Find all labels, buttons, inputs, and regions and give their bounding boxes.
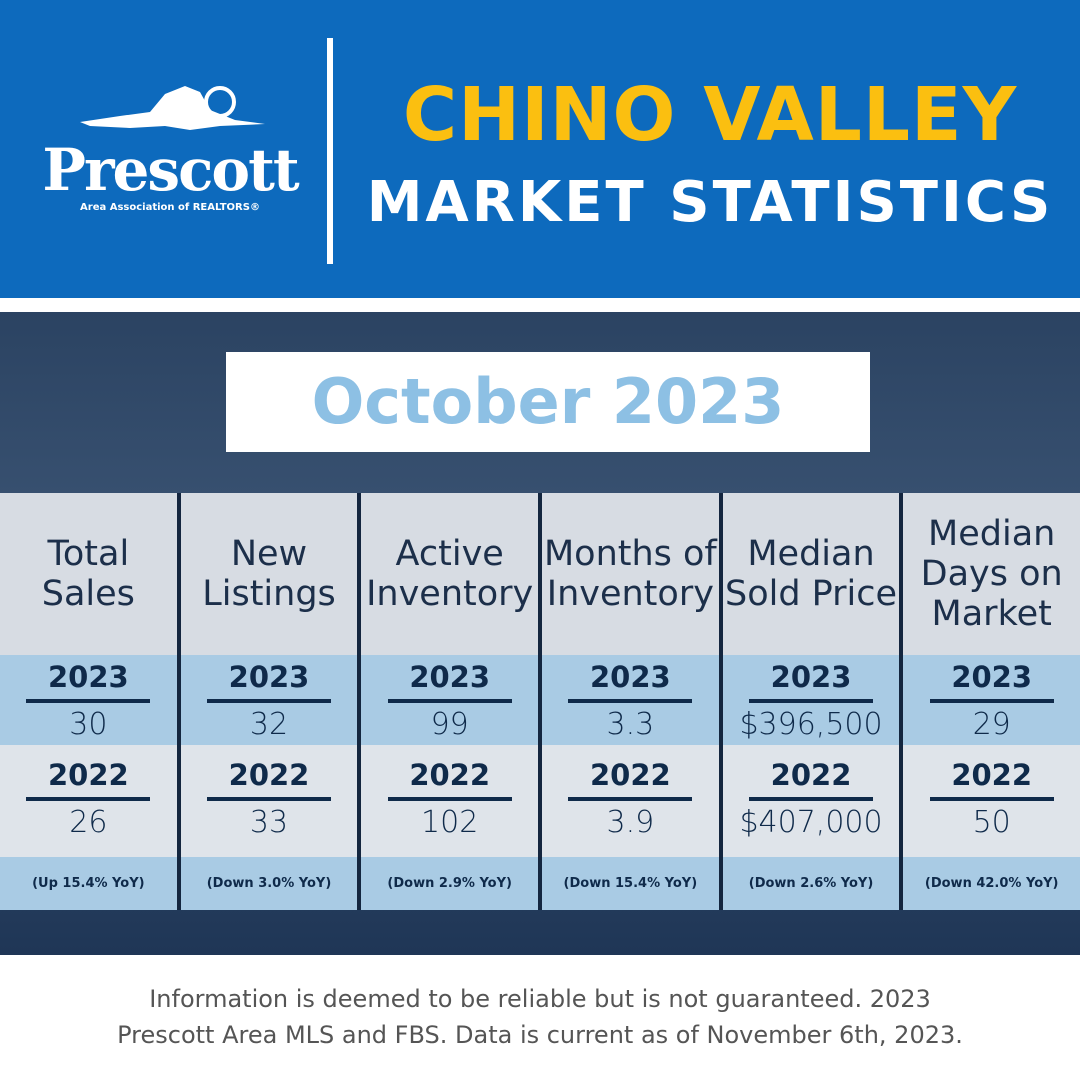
row-2022: 2022 3.9 [542,745,719,857]
stat-label: Median Sold Price [722,493,900,655]
period-label: October 2023 [226,352,870,452]
year-label: 2023 [951,660,1033,694]
value-2023: 30 [69,707,108,742]
year-label: 2022 [770,758,852,792]
row-2023: 2023 30 [0,655,177,745]
mountain-logo-icon [80,86,265,130]
value-2023: 29 [972,707,1011,742]
underline [749,699,874,703]
year-label: 2023 [589,660,671,694]
disclaimer: Information is deemed to be reliable but… [0,955,1080,1080]
underline [26,699,151,703]
disclaimer-line-2: Prescott Area MLS and FBS. Data is curre… [117,1021,963,1049]
logo-wordmark: Prescott [42,136,299,204]
yoy-change: (Down 2.6% YoY) [722,857,900,910]
value-2022: 26 [69,805,108,840]
value-2023: $396,500 [739,707,883,742]
value-2022: 50 [972,805,1011,840]
row-2023: 2023 32 [180,655,358,745]
stat-label: Median Days on Market [903,493,1080,655]
stat-column: Total Sales 2023 30 2022 26 (Up 15.4% YoY) [0,493,177,910]
page-title: CHINO VALLEY [402,72,1018,158]
year-label: 2023 [409,660,491,694]
value-2023: 99 [430,707,469,742]
yoy-change: (Down 3.0% YoY) [180,857,358,910]
year-label: 2022 [228,758,310,792]
stat-column: Active Inventory 2023 99 2022 102 (Down 2.… [361,493,539,910]
year-label: 2022 [409,758,491,792]
stat-column: New Listings 2023 32 2022 33 (Down 3.0% Yo… [180,493,358,910]
yoy-change: (Up 15.4% YoY) [0,857,177,910]
row-2022: 2022 $407,000 [722,745,900,857]
underline [207,699,331,703]
yoy-change: (Down 15.4% YoY) [542,857,719,910]
row-2022: 2022 102 [361,745,539,857]
row-2023: 2023 3.3 [542,655,719,745]
underline [929,699,1054,703]
underline [387,699,512,703]
header-divider [327,38,333,264]
underline [568,699,693,703]
value-2022: 102 [421,805,479,840]
underline [929,797,1054,801]
row-2022: 2022 26 [0,745,177,857]
year-label: 2023 [47,660,129,694]
stat-column: Median Sold Price 2023 $396,500 2022 $407,… [722,493,900,910]
value-2023: 3.3 [606,707,655,742]
disclaimer-line-1: Information is deemed to be reliable but… [149,985,931,1013]
year-label: 2022 [47,758,129,792]
divider-stripe [0,298,1080,312]
stat-label: Total Sales [0,493,177,655]
year-label: 2022 [589,758,671,792]
row-2022: 2022 33 [180,745,358,857]
stat-label: New Listings [180,493,358,655]
row-2023: 2023 29 [903,655,1080,745]
stat-column: Months of Inventory 2023 3.3 2022 3.9 (Dow… [542,493,719,910]
value-2022: 3.9 [606,805,655,840]
underline [26,797,151,801]
year-label: 2023 [770,660,852,694]
row-2023: 2023 99 [361,655,539,745]
stat-label: Months of Inventory [542,493,719,655]
underline [568,797,693,801]
logo-subtitle: Area Association of REALTORS® [80,202,260,213]
yoy-change: (Down 42.0% YoY) [903,857,1080,910]
yoy-change: (Down 2.9% YoY) [361,857,539,910]
row-2022: 2022 50 [903,745,1080,857]
value-2023: 32 [249,707,289,742]
stat-label: Active Inventory [361,493,539,655]
header-banner: Prescott Area Association of REALTORS® C… [0,0,1080,298]
prescott-logo: Prescott Area Association of REALTORS® [30,80,310,240]
year-label: 2022 [951,758,1033,792]
underline [749,797,874,801]
page-subtitle: MARKET STATISTICS [366,170,1054,235]
row-2023: 2023 $396,500 [722,655,900,745]
stat-column: Median Days on Market 2023 29 2022 50 (Dow… [903,493,1080,910]
underline [387,797,512,801]
value-2022: 33 [249,805,289,840]
value-2022: $407,000 [739,805,883,840]
year-label: 2023 [228,660,310,694]
stats-table: Total Sales 2023 30 2022 26 (Up 15.4% YoY)… [0,493,1080,910]
underline [207,797,331,801]
